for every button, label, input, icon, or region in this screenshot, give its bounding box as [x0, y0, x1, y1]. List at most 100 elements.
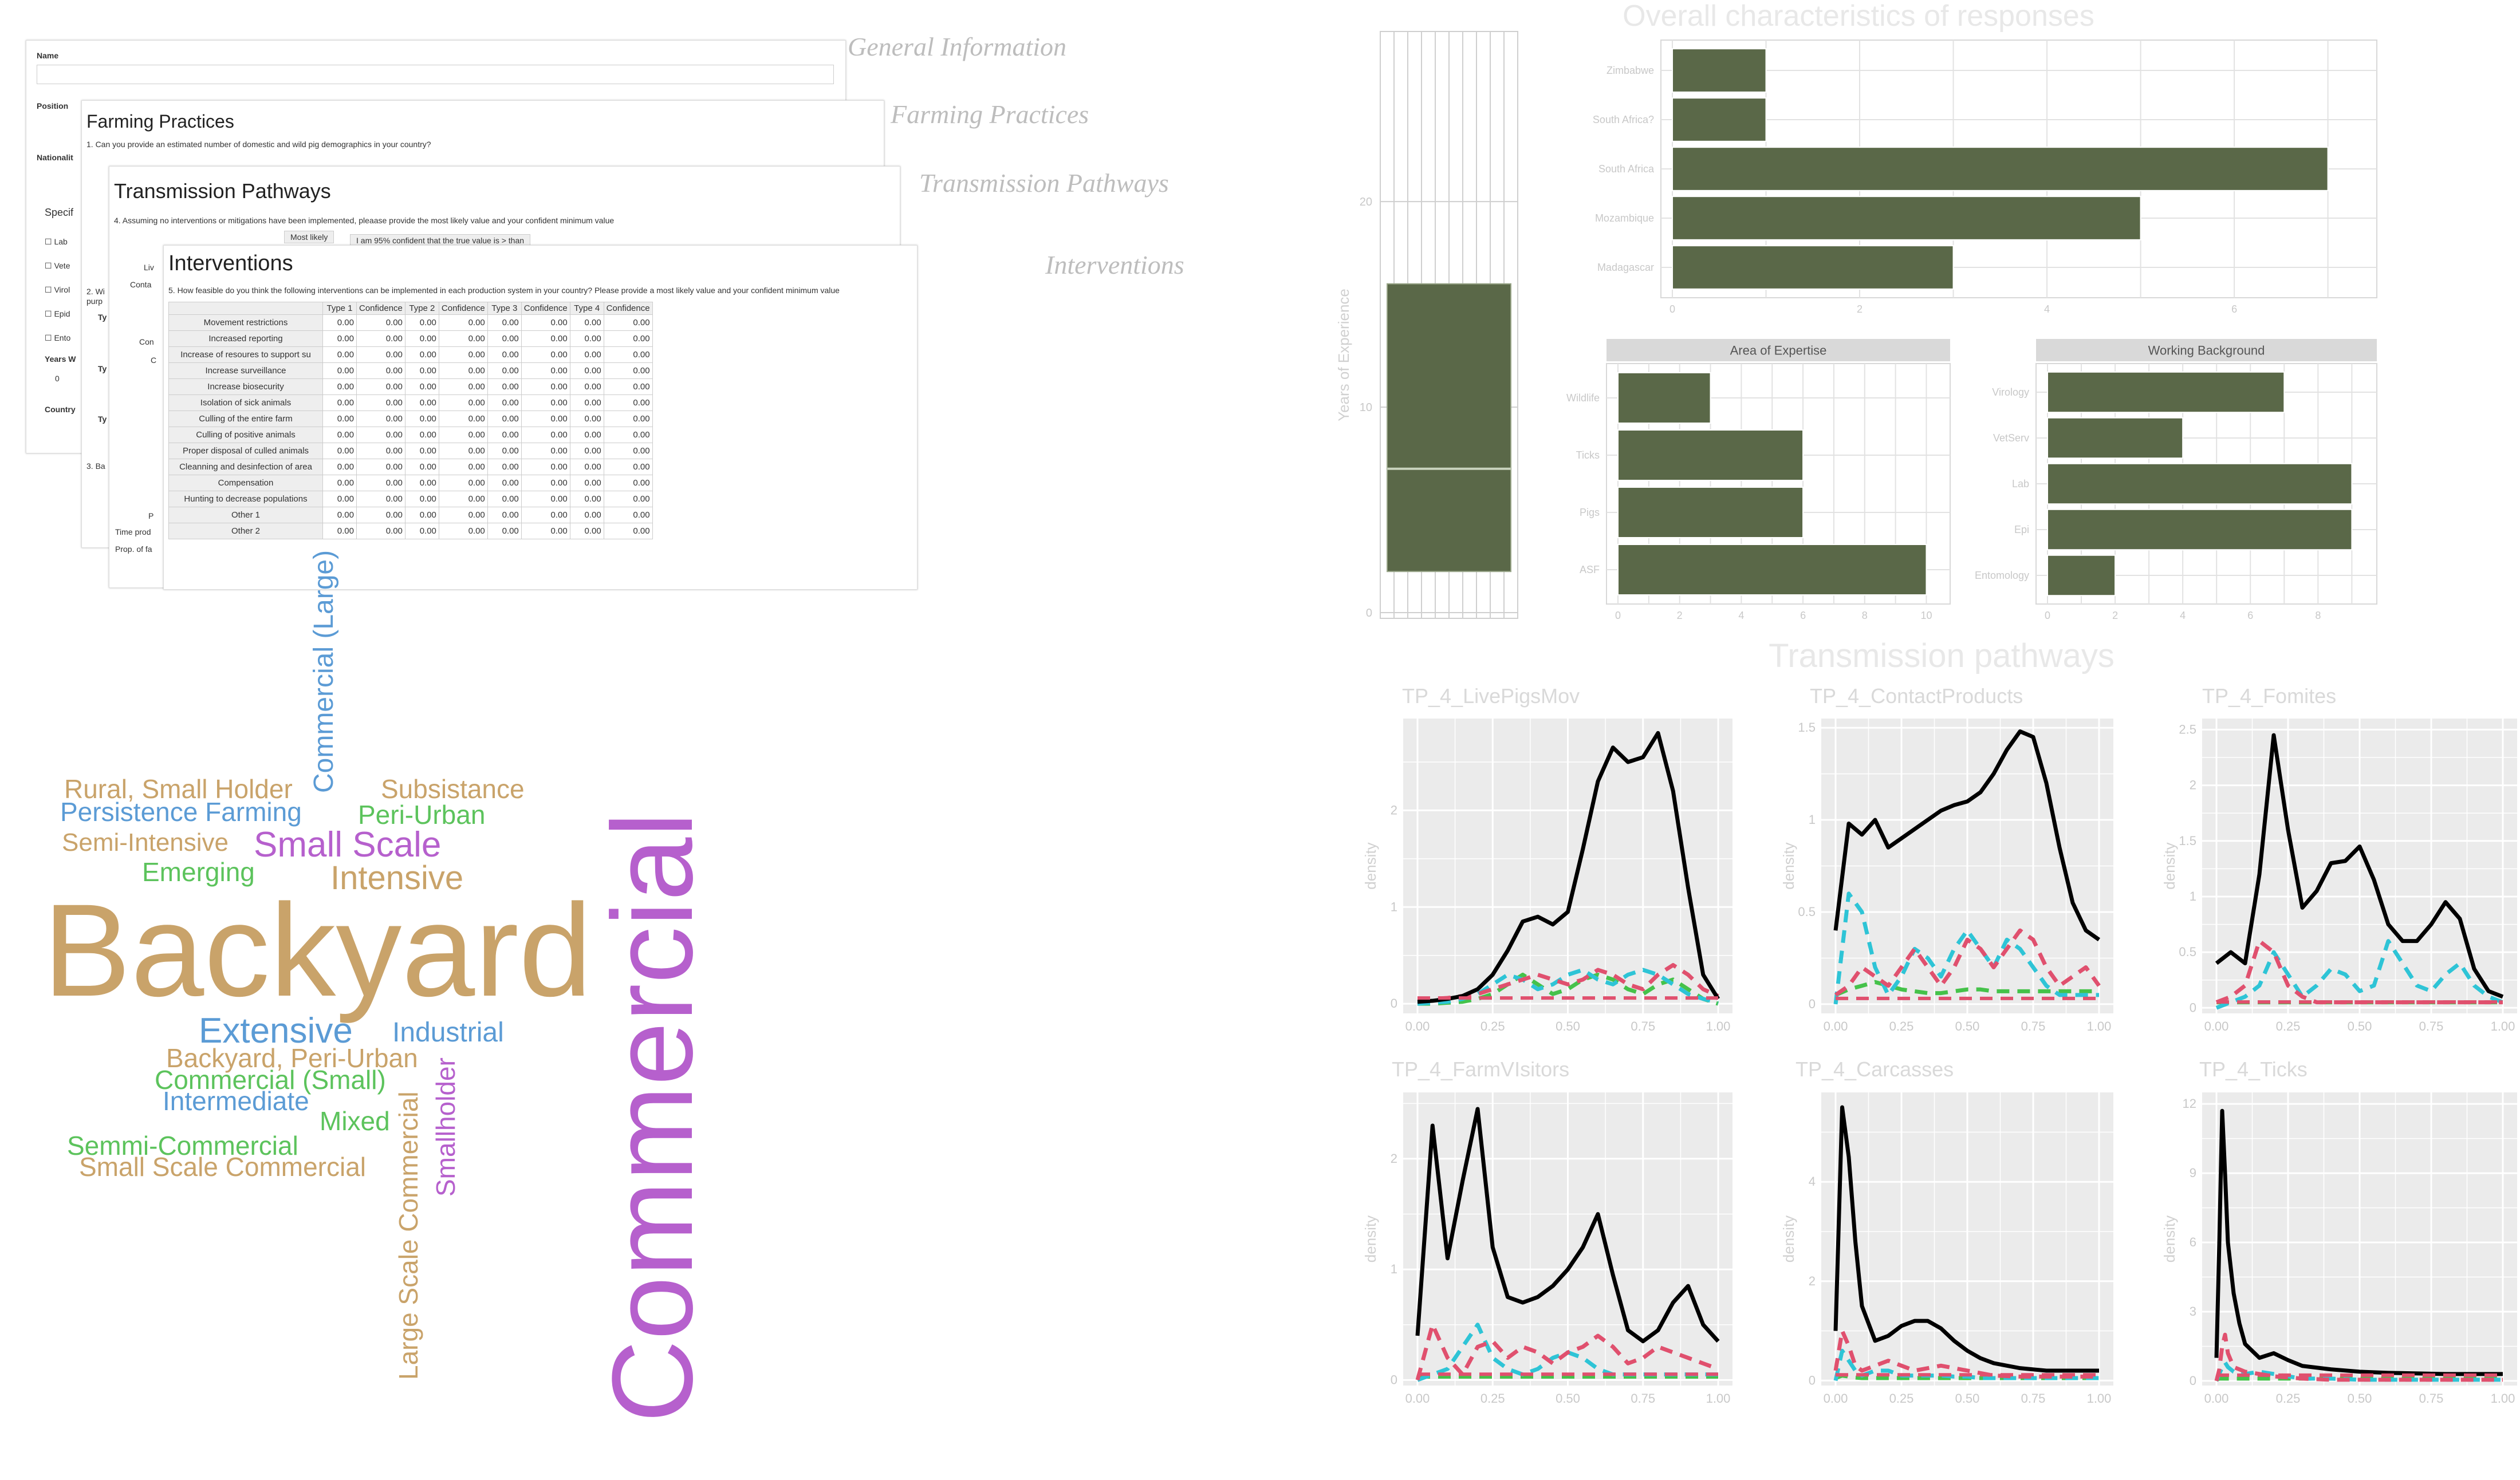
value-cell[interactable]: 0.00: [603, 362, 653, 379]
value-cell[interactable]: 0.00: [487, 507, 522, 523]
value-cell[interactable]: 0.00: [404, 507, 439, 523]
value-cell[interactable]: 0.00: [356, 523, 405, 539]
value-cell[interactable]: 0.00: [569, 346, 604, 363]
value-cell[interactable]: 0.00: [521, 475, 570, 491]
value-cell[interactable]: 0.00: [438, 523, 488, 539]
value-cell[interactable]: 0.00: [322, 378, 357, 395]
value-cell[interactable]: 0.00: [521, 443, 570, 459]
value-cell[interactable]: 0.00: [322, 394, 357, 411]
value-cell[interactable]: 0.00: [487, 475, 522, 491]
checkbox-item[interactable]: ☐ Virol: [45, 285, 70, 294]
value-cell[interactable]: 0.00: [569, 330, 604, 347]
value-cell[interactable]: 0.00: [404, 523, 439, 539]
value-cell[interactable]: 0.00: [487, 491, 522, 507]
value-cell[interactable]: 0.00: [438, 378, 488, 395]
value-cell[interactable]: 0.00: [438, 394, 488, 411]
value-cell[interactable]: 0.00: [603, 523, 653, 539]
value-cell[interactable]: 0.00: [569, 507, 604, 523]
value-cell[interactable]: 0.00: [438, 491, 488, 507]
panel-title: TP_4_ContactProducts: [1810, 684, 2023, 708]
years-input[interactable]: 0: [55, 374, 60, 383]
value-cell[interactable]: 0.00: [404, 459, 439, 475]
value-cell[interactable]: 0.00: [322, 475, 357, 491]
value-cell[interactable]: 0.00: [356, 346, 405, 363]
value-cell[interactable]: 0.00: [322, 346, 357, 363]
value-cell[interactable]: 0.00: [603, 394, 653, 411]
value-cell[interactable]: 0.00: [521, 491, 570, 507]
value-cell[interactable]: 0.00: [603, 314, 653, 331]
value-cell[interactable]: 0.00: [356, 362, 405, 379]
value-cell[interactable]: 0.00: [521, 459, 570, 475]
value-cell[interactable]: 0.00: [569, 411, 604, 427]
value-cell[interactable]: 0.00: [438, 459, 488, 475]
value-cell[interactable]: 0.00: [322, 507, 357, 523]
value-cell[interactable]: 0.00: [521, 427, 570, 443]
category-label: Lab: [2012, 478, 2029, 490]
word-cloud-term: Backyard, Peri-Urban: [166, 1043, 418, 1073]
value-cell[interactable]: 0.00: [404, 314, 439, 331]
value-cell[interactable]: 0.00: [438, 427, 488, 443]
value-cell[interactable]: 0.00: [322, 459, 357, 475]
x-tick-label: 0: [1670, 303, 1675, 315]
value-cell[interactable]: 0.00: [603, 443, 653, 459]
value-cell[interactable]: 0.00: [404, 378, 439, 395]
y-tick-label: 0: [1809, 1373, 1816, 1387]
value-cell[interactable]: 0.00: [569, 523, 604, 539]
value-cell[interactable]: 0.00: [487, 314, 522, 331]
value-cell[interactable]: 0.00: [521, 362, 570, 379]
value-cell[interactable]: 0.00: [322, 427, 357, 443]
checkbox-item[interactable]: ☐ Lab: [45, 237, 68, 246]
value-cell[interactable]: 0.00: [356, 411, 405, 427]
value-cell[interactable]: 0.00: [404, 491, 439, 507]
value-cell[interactable]: 0.00: [487, 362, 522, 379]
value-cell[interactable]: 0.00: [569, 427, 604, 443]
value-cell[interactable]: 0.00: [404, 427, 439, 443]
checkbox-item[interactable]: ☐ Vete: [45, 261, 70, 270]
value-cell[interactable]: 0.00: [603, 346, 653, 363]
name-input[interactable]: [37, 65, 834, 84]
value-cell[interactable]: 0.00: [404, 411, 439, 427]
value-cell[interactable]: 0.00: [404, 394, 439, 411]
value-cell[interactable]: 0.00: [487, 523, 522, 539]
x-tick-label: 1.00: [2087, 1019, 2112, 1033]
value-cell[interactable]: 0.00: [569, 362, 604, 379]
x-tick-label: 1.00: [2491, 1391, 2515, 1406]
value-cell[interactable]: 0.00: [569, 443, 604, 459]
value-cell[interactable]: 0.00: [438, 346, 488, 363]
value-cell[interactable]: 0.00: [404, 475, 439, 491]
value-cell[interactable]: 0.00: [487, 411, 522, 427]
value-cell[interactable]: 0.00: [356, 443, 405, 459]
table-row: Other 1 0.00 0.00 0.00 0.00 0.00 0.00 0.00 0.00: [168, 507, 653, 523]
transmission-fragment: Prop. of fa: [115, 544, 152, 554]
category-label: Virology: [1992, 386, 2029, 398]
value-cell[interactable]: 0.00: [487, 378, 522, 395]
value-cell[interactable]: 0.00: [322, 523, 357, 539]
value-cell[interactable]: 0.00: [487, 459, 522, 475]
value-cell[interactable]: 0.00: [603, 475, 653, 491]
checkbox-item[interactable]: ☐ Epid: [45, 309, 70, 318]
value-cell[interactable]: 0.00: [603, 459, 653, 475]
section-label-farming: Farming Practices: [891, 100, 1089, 129]
value-cell[interactable]: 0.00: [569, 475, 604, 491]
value-cell[interactable]: 0.00: [322, 411, 357, 427]
value-cell[interactable]: 0.00: [487, 427, 522, 443]
farming-fragment: 3. Ba: [86, 461, 105, 471]
value-cell[interactable]: 0.00: [438, 507, 488, 523]
value-cell[interactable]: 0.00: [487, 346, 522, 363]
checkbox-item[interactable]: ☐ Ento: [45, 333, 71, 342]
value-cell[interactable]: 0.00: [322, 491, 357, 507]
y-tick-label: 0: [1809, 997, 1816, 1011]
value-cell[interactable]: 0.00: [438, 411, 488, 427]
value-cell[interactable]: 0.00: [356, 507, 405, 523]
value-cell[interactable]: 0.00: [404, 362, 439, 379]
value-cell[interactable]: 0.00: [521, 394, 570, 411]
value-cell[interactable]: 0.00: [569, 314, 604, 331]
value-cell[interactable]: 0.00: [322, 362, 357, 379]
value-cell[interactable]: 0.00: [569, 394, 604, 411]
value-cell[interactable]: 0.00: [521, 523, 570, 539]
value-cell[interactable]: 0.00: [603, 330, 653, 347]
value-cell[interactable]: 0.00: [603, 491, 653, 507]
value-cell[interactable]: 0.00: [438, 330, 488, 347]
value-cell[interactable]: 0.00: [356, 475, 405, 491]
value-cell[interactable]: 0.00: [521, 346, 570, 363]
